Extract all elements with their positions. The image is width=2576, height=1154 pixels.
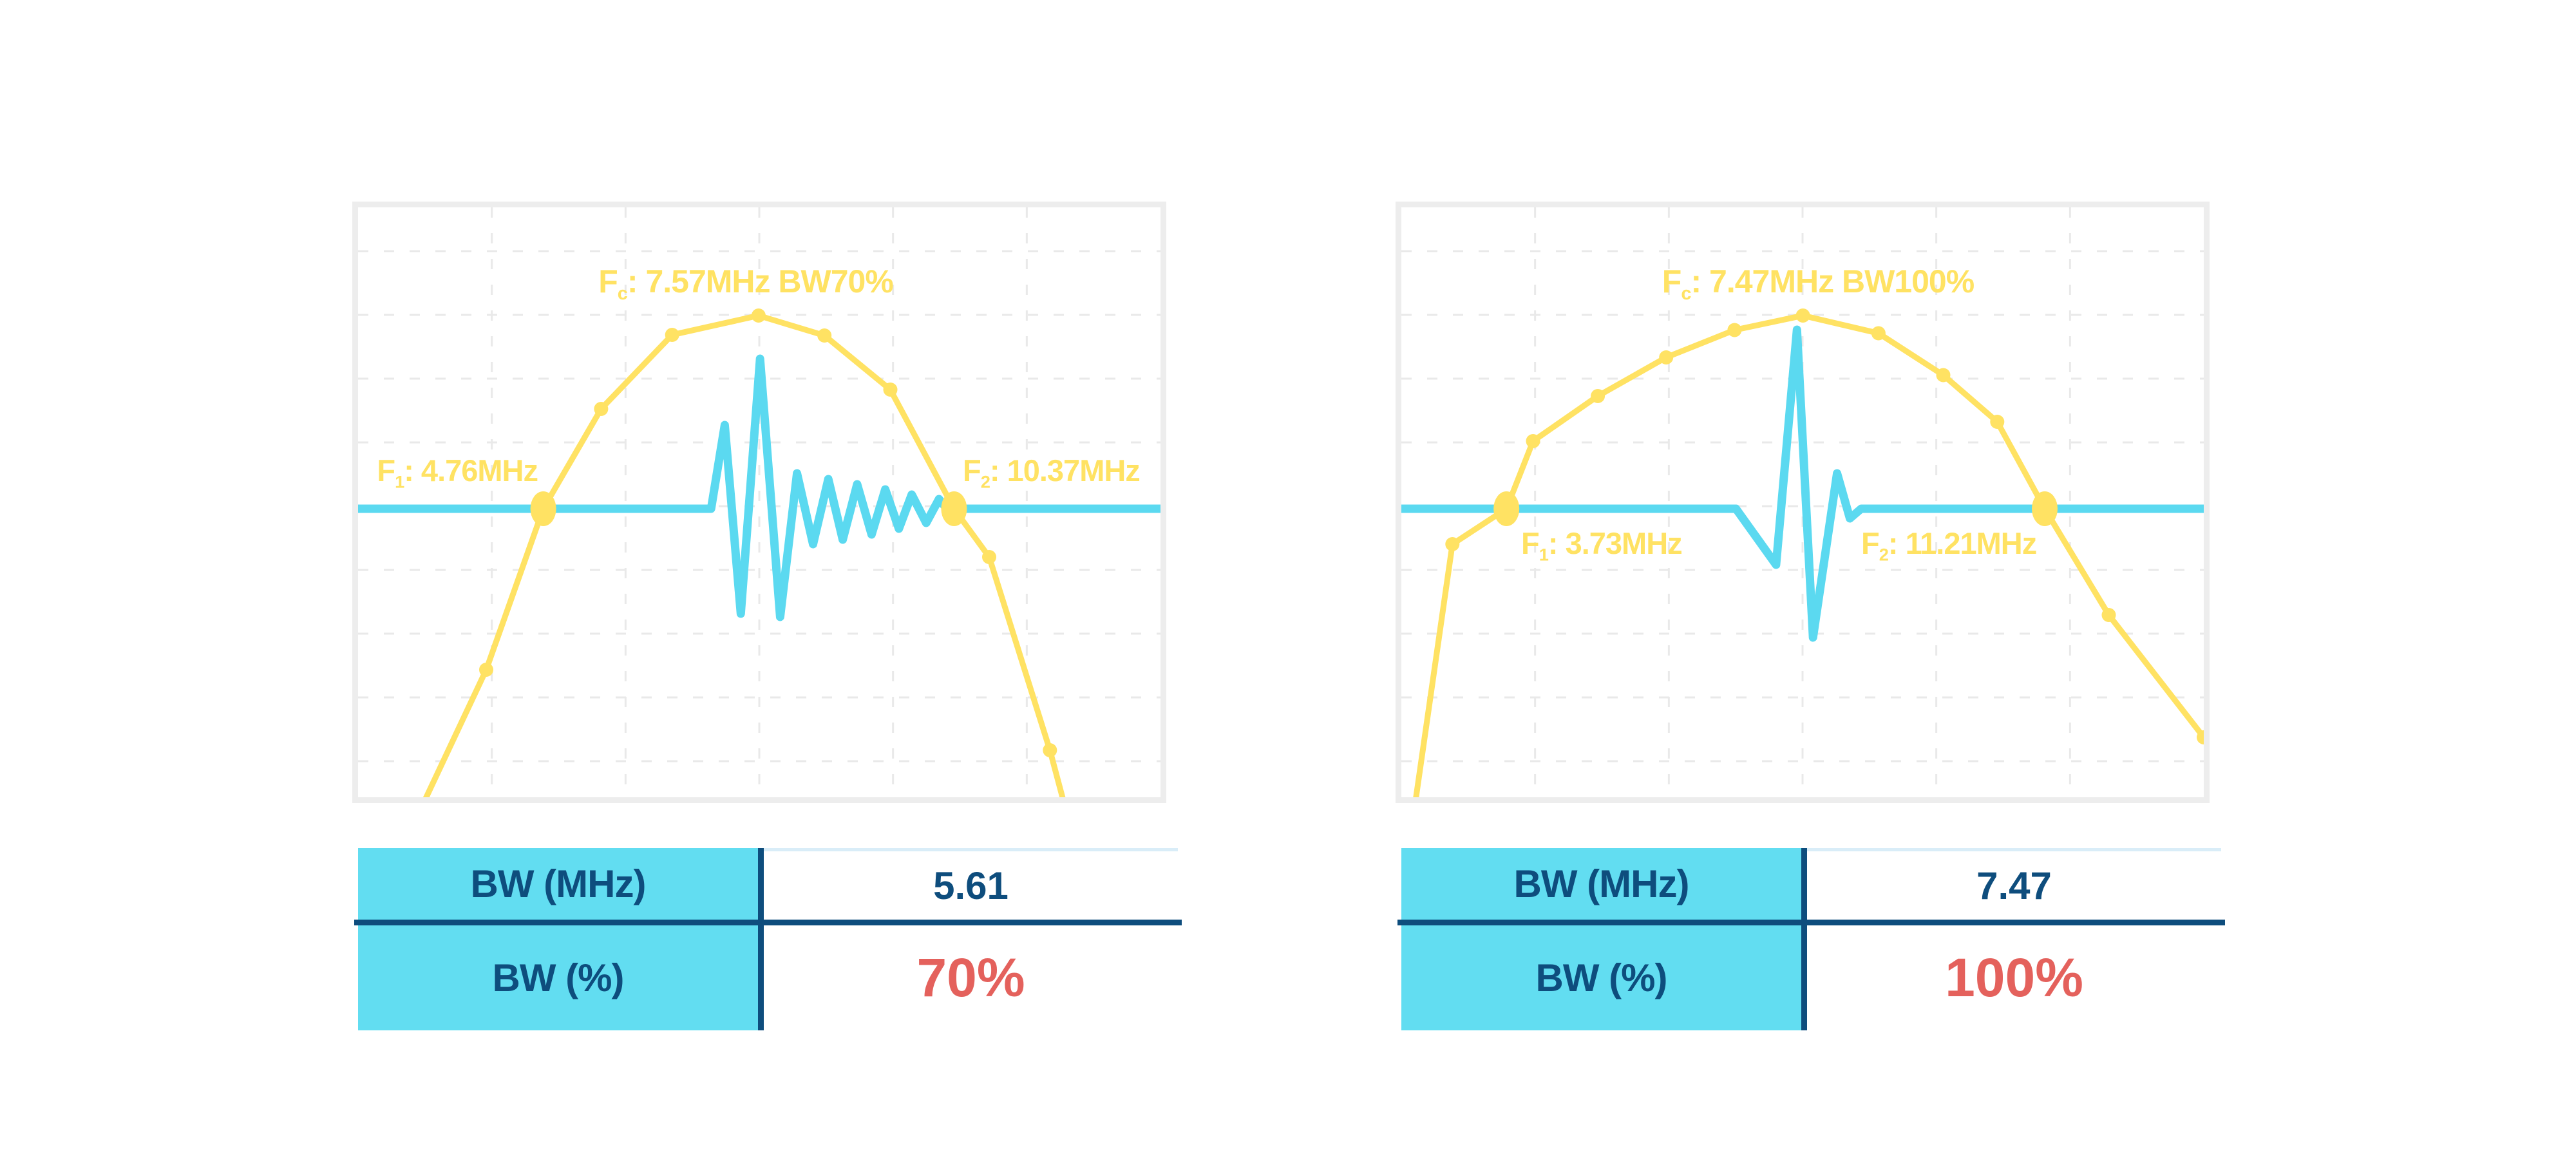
data-point-marker xyxy=(1795,308,1810,323)
f1-subscript: 1 xyxy=(1539,544,1549,565)
f1-symbol: F xyxy=(377,453,395,487)
data-point-marker xyxy=(2101,608,2116,622)
fc-symbol: F xyxy=(1662,263,1682,299)
bw-mhz-header-cell: BW (MHz) xyxy=(358,848,764,920)
data-point-marker xyxy=(665,328,679,342)
f1-value: : 3.73MHz xyxy=(1548,526,1683,560)
data-point-marker xyxy=(1936,368,1951,383)
bw-mhz-header-cell: BW (MHz) xyxy=(1401,848,1807,920)
center-frequency-label: Fc: 7.57MHz BW70% xyxy=(598,263,894,305)
data-point-marker xyxy=(817,328,832,343)
high-frequency-label: F2: 11.21MHz xyxy=(1861,526,2037,565)
spectrum-panel-bw70: Fc: 7.57MHz BW70% F1: 4.76MHz F2: 10.37M… xyxy=(352,202,1166,803)
fc-subscript: c xyxy=(1681,283,1691,305)
spectrum-curve xyxy=(422,312,1066,797)
bandwidth-table-bw100: BW (MHz) 7.47 BW (%) 100% xyxy=(1397,848,2225,1030)
f1-subscript: 1 xyxy=(395,471,404,492)
data-point-marker xyxy=(883,383,898,397)
bw-percent-value-cell: 70% xyxy=(916,947,1025,1008)
bandwidth-crossing-marker xyxy=(1493,491,1520,526)
bw-percent-header-cell: BW (%) xyxy=(1401,925,1807,1030)
pulse-waveform xyxy=(358,354,1160,621)
data-point-marker xyxy=(1871,326,1886,341)
high-frequency-label: F2: 10.37MHz xyxy=(963,453,1141,492)
table-row: BW (MHz) 5.61 xyxy=(358,848,1178,920)
data-point-marker xyxy=(2197,730,2204,744)
fc-value: : 7.47MHz BW100% xyxy=(1690,263,1975,299)
table-row: BW (%) 100% xyxy=(1401,925,2221,1030)
bandwidth-crossing-marker xyxy=(2032,491,2058,526)
data-point-marker xyxy=(1591,389,1605,403)
bw-percent-header-cell: BW (%) xyxy=(358,925,764,1030)
bandwidth-table-bw70: BW (MHz) 5.61 BW (%) 70% xyxy=(354,848,1182,1030)
data-point-marker xyxy=(479,663,493,677)
table-row: BW (MHz) 7.47 xyxy=(1401,848,2221,920)
f1-value: : 4.76MHz xyxy=(404,453,538,487)
data-point-marker xyxy=(982,550,996,564)
data-point-marker xyxy=(1445,537,1460,551)
data-point-marker xyxy=(594,402,609,416)
f2-symbol: F xyxy=(963,453,981,487)
data-point-marker xyxy=(1990,415,2005,429)
bandwidth-crossing-marker xyxy=(941,491,967,526)
f2-subscript: 2 xyxy=(1879,544,1889,565)
data-point-marker xyxy=(751,308,766,323)
bw-mhz-value-cell: 7.47 xyxy=(1807,848,2221,920)
spectrum-panel-bw100: Fc: 7.47MHz BW100% F1: 3.73MHz F2: 11.21… xyxy=(1396,202,2210,803)
table-divider-line xyxy=(1397,920,2225,925)
f2-value: : 10.37MHz xyxy=(989,453,1141,487)
table-divider-line xyxy=(354,920,1182,925)
data-point-marker xyxy=(1659,350,1674,364)
f2-symbol: F xyxy=(1861,526,1880,560)
bw-percent-value-cell: 100% xyxy=(1945,947,2083,1008)
bw-mhz-value-cell: 5.61 xyxy=(764,848,1178,920)
low-frequency-label: F1: 3.73MHz xyxy=(1521,526,1683,565)
bandwidth-crossing-marker xyxy=(530,491,556,526)
f1-symbol: F xyxy=(1521,526,1540,560)
f2-value: : 11.21MHz xyxy=(1888,526,2037,560)
spectrum-plot-bw100 xyxy=(1401,207,2204,797)
f2-subscript: 2 xyxy=(980,471,990,492)
pulse-waveform xyxy=(1401,325,2204,642)
data-point-marker xyxy=(1526,434,1540,448)
table-row: BW (%) 70% xyxy=(358,925,1178,1030)
data-point-marker xyxy=(1727,323,1742,337)
spectrum-plot-bw70 xyxy=(358,207,1160,797)
data-point-marker xyxy=(1043,743,1057,757)
low-frequency-label: F1: 4.76MHz xyxy=(377,454,538,491)
center-frequency-label: Fc: 7.47MHz BW100% xyxy=(1662,263,1975,305)
fc-symbol: F xyxy=(598,263,618,299)
fc-value: : 7.57MHz BW70% xyxy=(627,263,894,299)
fc-subscript: c xyxy=(617,283,628,305)
